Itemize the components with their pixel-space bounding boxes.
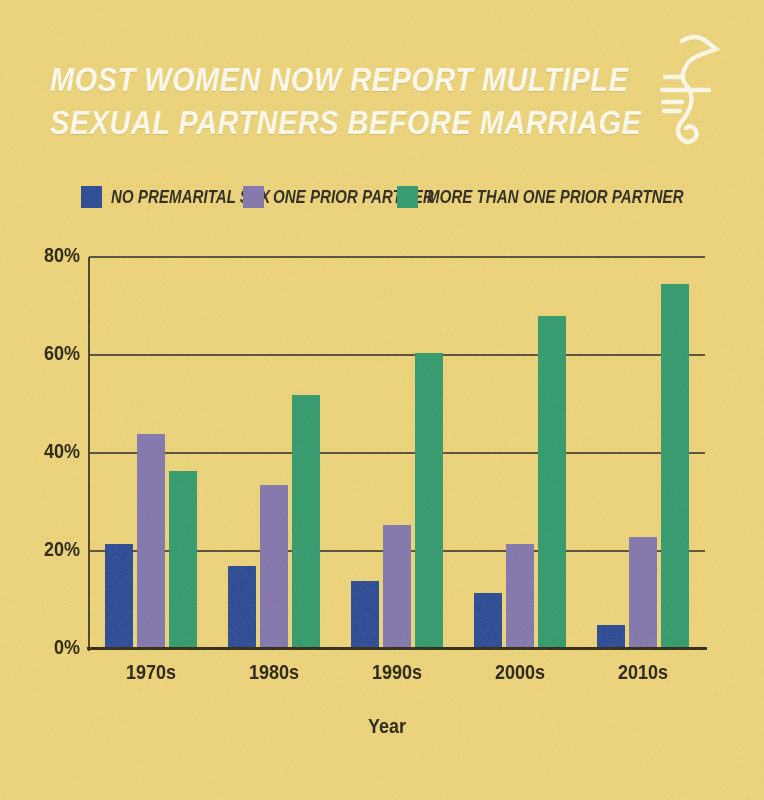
x-tick-2010s: 2010s (618, 662, 669, 684)
bar-1980s-more-than-one-prior-partner (291, 394, 320, 647)
bar-1970s-one-prior-partner (136, 433, 165, 647)
bar-2000s-one-prior-partner (506, 544, 535, 647)
page-title-line2: SEXUAL PARTNERS BEFORE MARRIAGE (50, 104, 642, 141)
y-tick-20pct: 20% (43, 539, 80, 561)
bar-1990s-more-than-one-prior-partner (415, 353, 443, 647)
x-axis-title: Year (367, 716, 407, 738)
y-tick-80pct: 80% (43, 245, 80, 267)
page-title: MOST WOMEN NOW REPORT MULTIPLE SEXUAL PA… (50, 58, 641, 144)
bar-1980s-one-prior-partner (259, 485, 288, 647)
bar-2010s-one-prior-partner (629, 536, 658, 647)
y-tick-40pct: 40% (43, 441, 80, 463)
legend-swatch-green (397, 186, 418, 208)
x-tick-1970s: 1970s (125, 662, 176, 684)
x-axis-line (87, 647, 707, 650)
bar-2010s-no-premarital-sex (597, 624, 626, 647)
seahorse-icon (659, 34, 721, 145)
bar-1990s-one-prior-partner (383, 524, 411, 647)
gridline-40pct (89, 452, 705, 454)
x-tick-1990s: 1990s (371, 662, 423, 684)
legend-item-more-than-one-prior-partner: MORE THAN ONE PRIOR PARTNER (397, 186, 732, 208)
gridline-80pct (89, 256, 705, 258)
y-axis-line (88, 257, 90, 651)
bar-2010s-more-than-one-prior-partner (661, 284, 690, 647)
bar-2000s-more-than-one-prior-partner (538, 316, 567, 647)
legend-swatch-purple (243, 186, 264, 208)
legend-swatch-blue (81, 186, 102, 208)
bar-1970s-more-than-one-prior-partner (168, 470, 197, 647)
bar-2000s-no-premarital-sex (474, 593, 503, 647)
bar-1970s-no-premarital-sex (104, 544, 133, 647)
x-tick-2000s: 2000s (495, 662, 546, 684)
bar-1990s-no-premarital-sex (351, 580, 379, 647)
page-title-line1: MOST WOMEN NOW REPORT MULTIPLE (50, 61, 629, 98)
bar-1980s-no-premarital-sex (227, 566, 256, 647)
legend-label: MORE THAN ONE PRIOR PARTNER (427, 186, 684, 207)
y-tick-0pct: 0% (53, 637, 80, 659)
y-tick-60pct: 60% (43, 343, 80, 365)
gridline-60pct (89, 354, 705, 356)
x-tick-1980s: 1980s (248, 662, 299, 684)
